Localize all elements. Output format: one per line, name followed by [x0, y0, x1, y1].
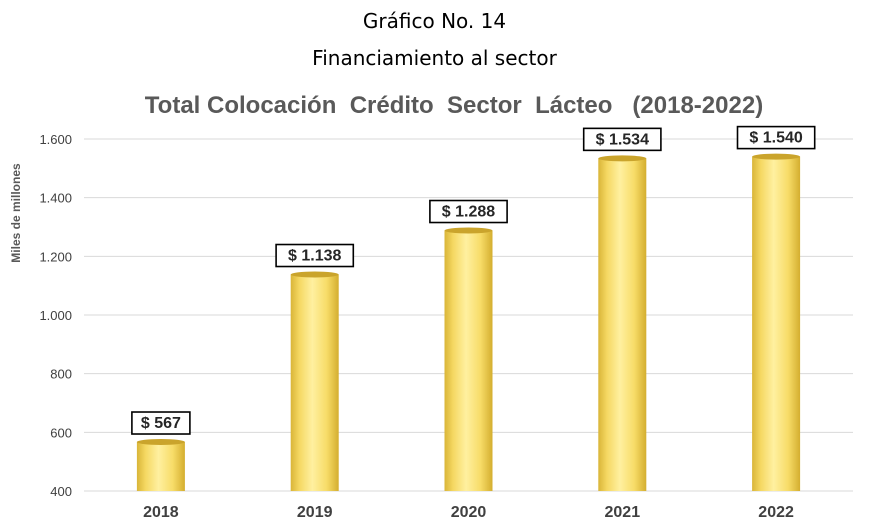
figure-caption-subtitle: Financiamiento al sector [312, 46, 557, 70]
x-tick-label: 2019 [297, 504, 333, 521]
bar-top [444, 227, 493, 234]
y-tick-label: 1.200 [39, 249, 72, 264]
x-tick-label: 2021 [605, 504, 641, 521]
bars [136, 153, 801, 492]
data-label-text: $ 1.540 [749, 130, 802, 147]
y-axis-label: Miles de millones [9, 163, 23, 263]
y-axis-ticks: 400 600 800 1.000 1.200 1.400 1.600 [39, 132, 72, 499]
data-labels: $ 567 $ 1.138 $ 1.288 $ 1.534 $ 1.540 [131, 125, 816, 435]
data-label-box [582, 127, 662, 152]
data-label: $ 1.138 [275, 243, 355, 268]
bar-top [136, 439, 185, 446]
data-label-box [429, 199, 508, 224]
data-label: $ 567 [131, 411, 191, 435]
data-label: $ 1.534 [582, 127, 662, 152]
bar [136, 442, 185, 491]
data-label-text: $ 1.288 [442, 204, 495, 221]
data-label-box [736, 125, 816, 150]
x-tick-label: 2020 [451, 504, 487, 521]
bar-top [598, 155, 647, 162]
bar-2018 [136, 439, 185, 491]
y-tick-label: 1.400 [39, 191, 72, 206]
chart-title: Total Colocación Crédito Sector Lácteo (… [145, 92, 763, 119]
data-label-text: $ 567 [141, 415, 181, 432]
y-tick-label: 600 [50, 425, 72, 440]
x-axis-ticks: 2018 2019 2020 2021 2022 [143, 504, 794, 521]
y-tick-label: 1.600 [39, 132, 72, 147]
data-label-text: $ 1.534 [596, 131, 649, 148]
bar-2022 [752, 153, 801, 491]
data-label-box [131, 411, 191, 435]
bar-top [290, 271, 339, 278]
data-label: $ 1.540 [736, 125, 816, 150]
bar-2021 [598, 155, 647, 492]
y-tick-label: 800 [50, 367, 72, 382]
figure-caption-number: Gráfico No. 14 [362, 9, 507, 33]
y-tick-label: 400 [50, 484, 72, 499]
y-tick-label: 1.000 [39, 308, 72, 323]
bar [444, 230, 493, 491]
bar-2019 [290, 271, 339, 491]
bar [752, 156, 801, 491]
x-tick-label: 2022 [758, 504, 794, 521]
bar [598, 158, 647, 492]
bar-top [752, 153, 801, 160]
bar [290, 274, 339, 491]
x-tick-label: 2018 [143, 504, 179, 521]
data-label-text: $ 1.138 [288, 248, 341, 265]
bar-2020 [444, 227, 493, 491]
data-label: $ 1.288 [429, 199, 508, 224]
data-label-box [275, 243, 355, 268]
